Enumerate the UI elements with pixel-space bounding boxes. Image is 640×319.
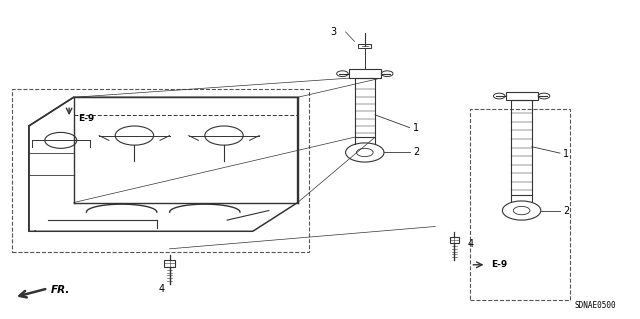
Text: 1: 1 [563,149,570,159]
Text: FR.: FR. [51,285,70,295]
Text: 3: 3 [330,27,336,37]
Text: 2: 2 [413,147,419,158]
Bar [355,78,375,137]
Text: E-9: E-9 [492,260,508,269]
Bar [349,69,381,78]
Bar [511,100,532,195]
Bar [164,260,175,267]
Text: 4: 4 [158,284,164,294]
Bar [506,92,538,100]
Bar [358,44,371,48]
Text: 1: 1 [413,123,419,133]
Text: SDNAE0500: SDNAE0500 [574,301,616,310]
Text: E-9: E-9 [78,114,94,123]
Bar [449,237,460,243]
Text: 4: 4 [467,239,474,249]
Text: 2: 2 [563,206,570,216]
